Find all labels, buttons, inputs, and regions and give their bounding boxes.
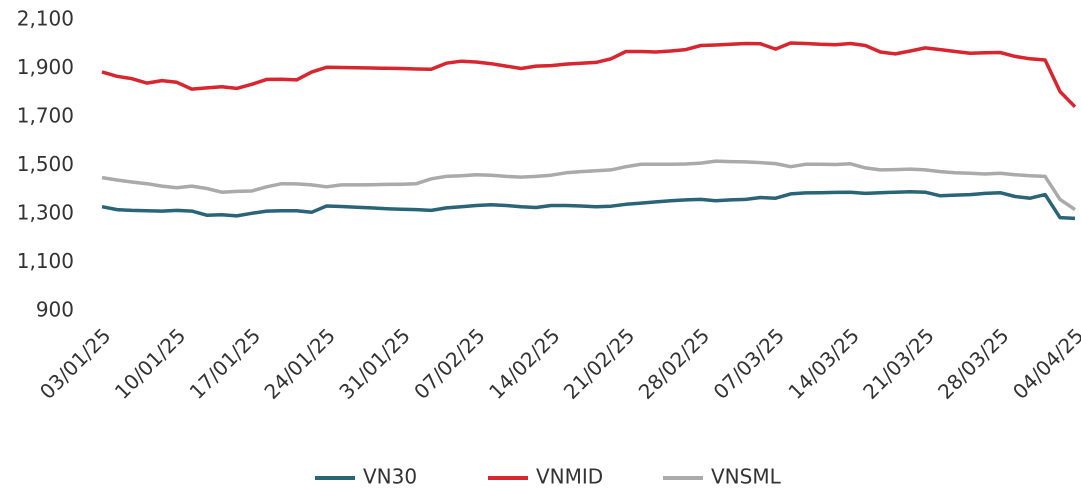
x-tick-label: 03/01/25 <box>35 323 115 403</box>
legend-label: VN30 <box>363 465 417 489</box>
y-tick-label: 2,100 <box>17 7 74 31</box>
y-tick-label: 1,100 <box>17 249 74 273</box>
x-tick-label: 04/04/25 <box>1008 323 1081 403</box>
line-series <box>101 41 1077 109</box>
x-tick-label: 07/03/25 <box>709 323 789 403</box>
x-tick-label: 28/02/25 <box>634 323 714 403</box>
y-tick-label: 1,900 <box>17 55 74 79</box>
x-tick-label: 17/01/25 <box>185 323 265 403</box>
x-tick-label: 28/03/25 <box>933 323 1013 403</box>
line-series <box>101 189 1076 221</box>
x-tick-label: 31/01/25 <box>334 323 414 403</box>
x-tick-label: 14/03/25 <box>783 323 863 403</box>
x-tick-label: 21/03/25 <box>858 323 938 403</box>
legend-label: VNSML <box>711 465 782 489</box>
y-tick-label: 1,300 <box>17 201 74 225</box>
x-tick-label: 14/02/25 <box>484 323 564 403</box>
line-series <box>101 159 1076 212</box>
x-tick-label: 24/01/25 <box>259 323 339 403</box>
y-tick-label: 1,700 <box>17 104 74 128</box>
x-tick-label: 21/02/25 <box>559 323 639 403</box>
y-tick-label: 1,500 <box>17 152 74 176</box>
y-tick-label: 900 <box>36 298 74 322</box>
legend-label: VNMID <box>536 465 603 489</box>
x-tick-label: 07/02/25 <box>409 323 489 403</box>
x-tick-label: 10/01/25 <box>110 323 190 403</box>
